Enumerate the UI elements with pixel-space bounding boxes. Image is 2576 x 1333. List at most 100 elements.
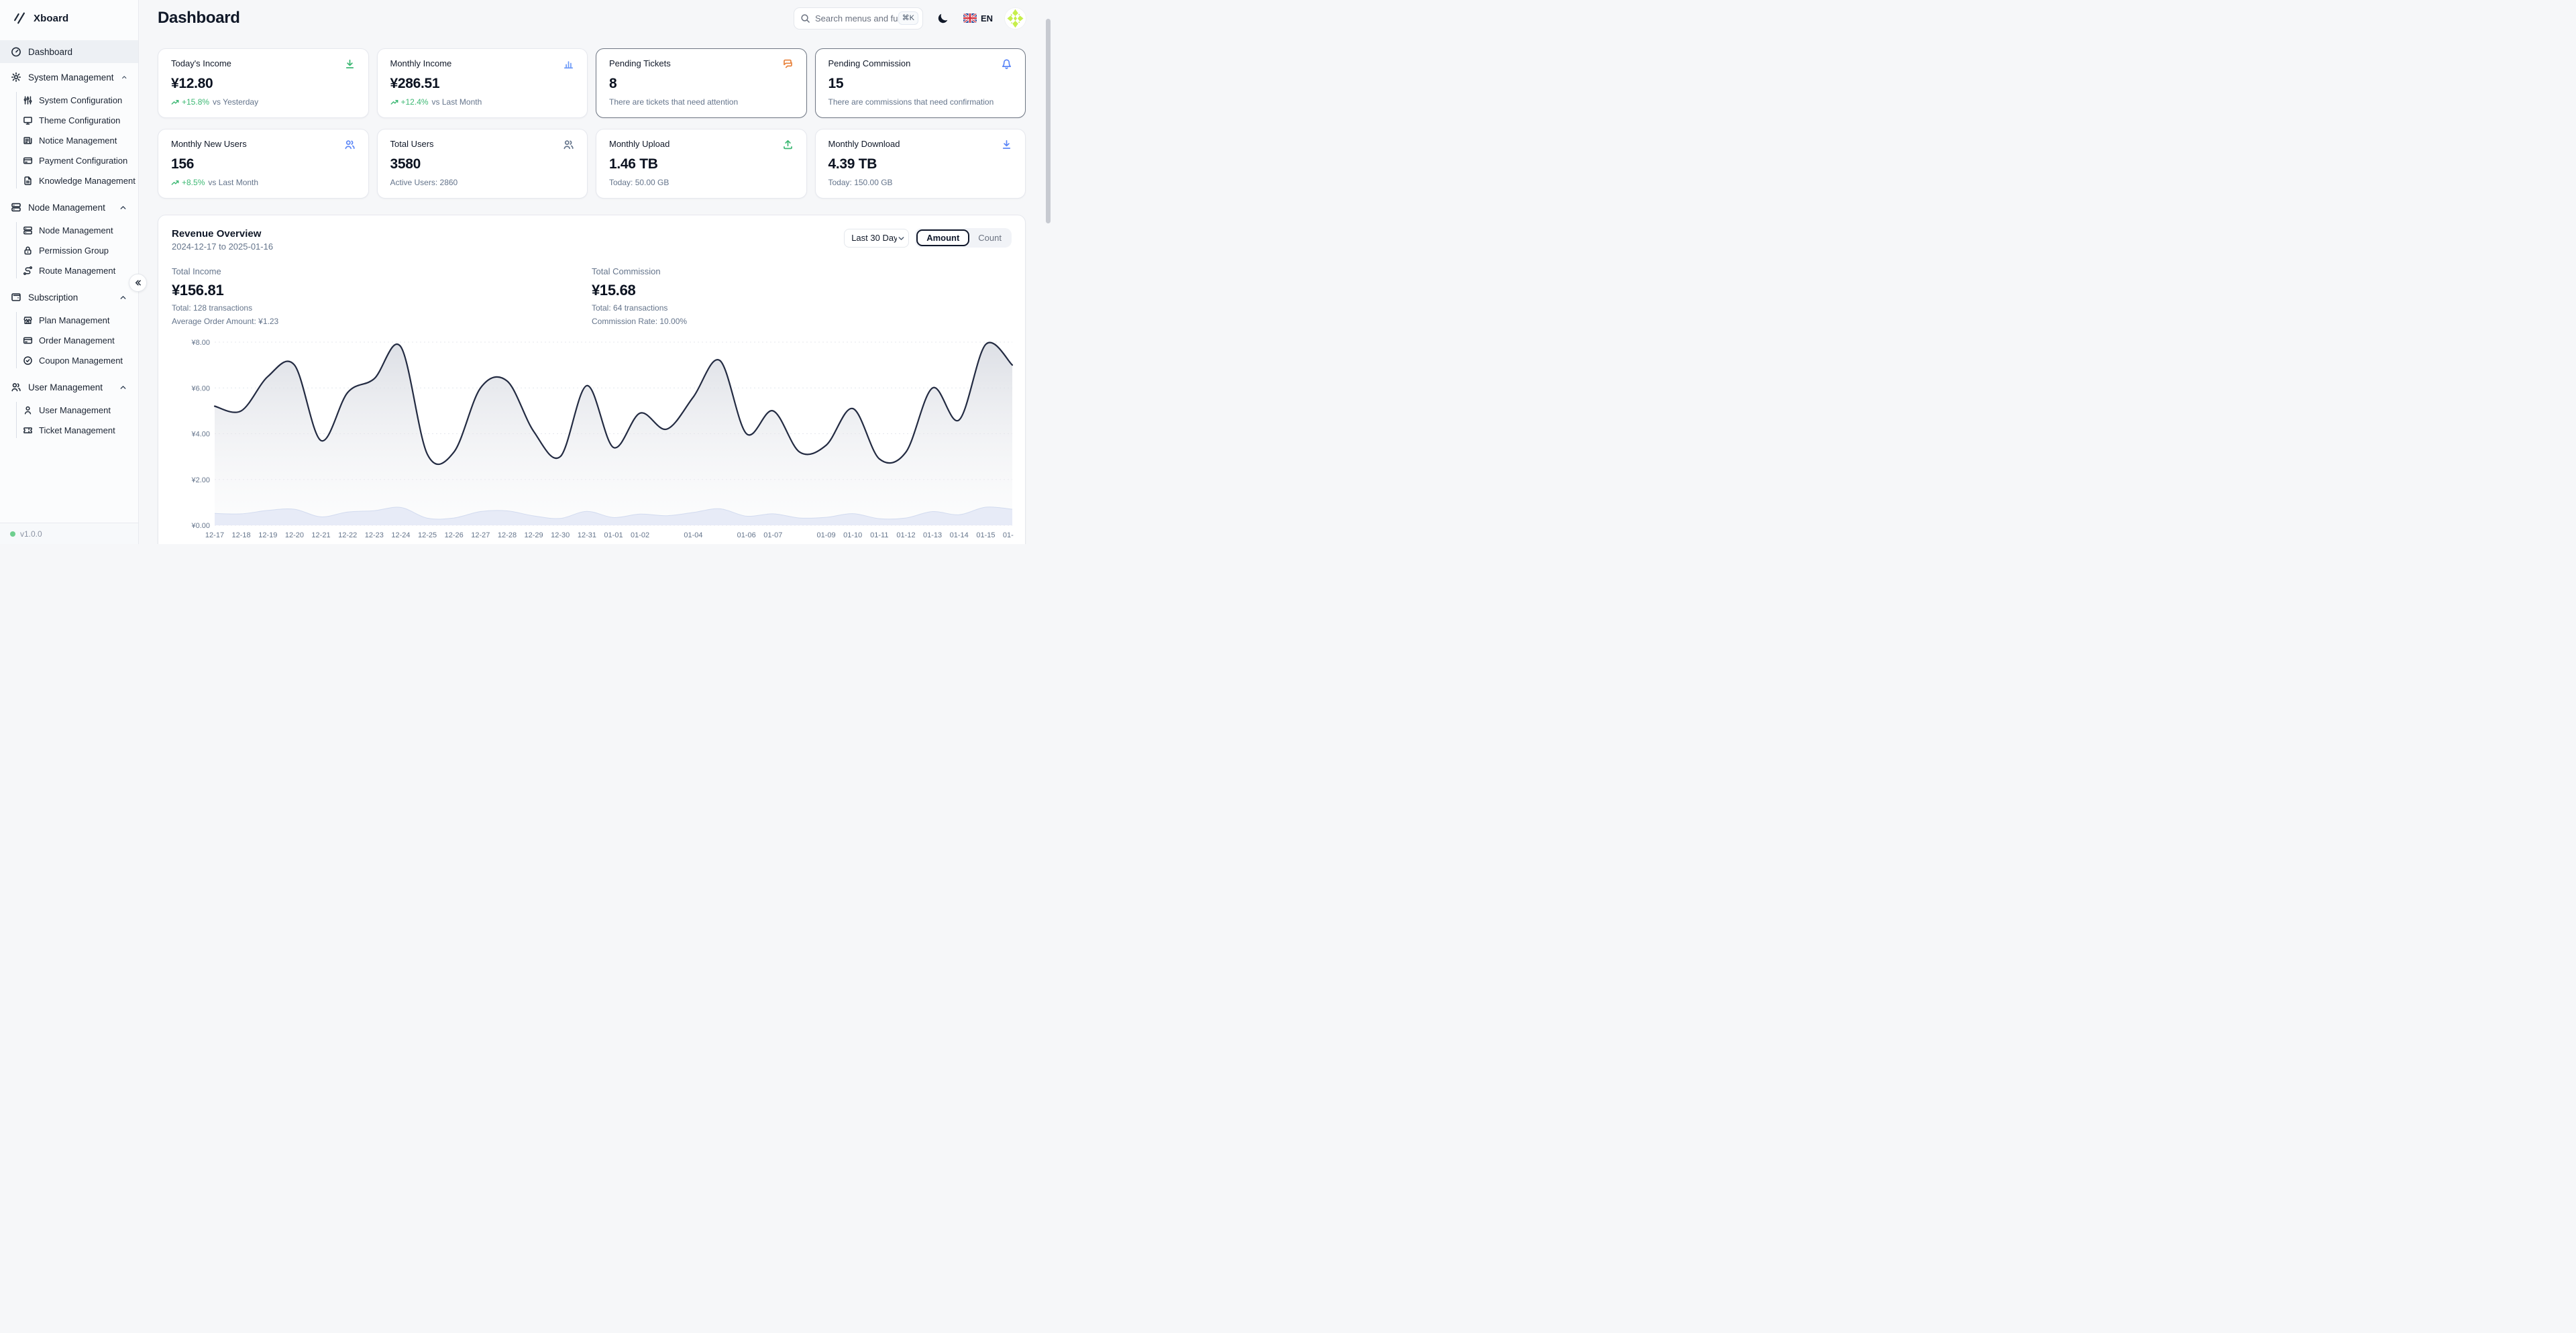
upload-icon — [782, 139, 794, 150]
sidebar-group-label: Node Management — [28, 202, 105, 213]
sidebar-item-route-management[interactable]: Route Management — [0, 260, 138, 280]
svg-text:12-17: 12-17 — [205, 531, 224, 539]
route-icon — [23, 266, 33, 276]
sidebar-item-system-configuration[interactable]: System Configuration — [0, 90, 138, 110]
count-button[interactable]: Count — [969, 231, 1010, 245]
svg-text:01-10: 01-10 — [843, 531, 862, 539]
revenue-header: Revenue Overview 2024-12-17 to 2025-01-1… — [172, 228, 1012, 252]
sidebar-collapse-button[interactable] — [129, 274, 147, 292]
sidebar-sublist: User Management Ticket Management — [0, 398, 138, 443]
revenue-stats: Total Income ¥156.81 Total: 128 transact… — [172, 266, 1012, 326]
chevron-down-icon — [897, 233, 906, 243]
total-commission-label: Total Commission — [592, 266, 661, 276]
stat-card-pending-tickets[interactable]: Pending Tickets 8 There are tickets that n… — [596, 48, 807, 118]
total-income-transactions: Total: 128 transactions — [172, 303, 253, 313]
stat-card-todays-income: Today's Income ¥12.80 +15.8% vs Yesterday — [158, 48, 369, 118]
file-icon — [23, 176, 33, 186]
card-value: 3580 — [390, 156, 421, 172]
scrollbar-thumb[interactable] — [1046, 19, 1051, 223]
sidebar-item-permission-group[interactable]: Permission Group — [0, 240, 138, 260]
card-value: 1.46 TB — [609, 156, 658, 172]
sidebar-item-knowledge-management[interactable]: Knowledge Management — [0, 170, 138, 191]
sidebar-item-ticket-management[interactable]: Ticket Management — [0, 420, 138, 440]
gauge-icon — [11, 46, 21, 57]
sidebar-item-label: Coupon Management — [39, 355, 123, 366]
users-icon — [563, 139, 574, 150]
revenue-chart: ¥0.00 ¥2.00 ¥4.00 ¥6.00 ¥8.00 12-17 12-18 12-19… — [172, 334, 1022, 544]
search-box: ⌘K — [793, 7, 923, 30]
sidebar-group-user-management[interactable]: User Management — [0, 376, 138, 398]
sidebar-sublist: System Configuration Theme Configuration N… — [0, 89, 138, 193]
sidebar-group-system-management[interactable]: System Management — [0, 66, 138, 89]
card-delta-text: vs Last Month — [431, 97, 482, 107]
card-subtitle: Today: 150.00 GB — [828, 178, 1013, 187]
card-title: Pending Tickets — [609, 58, 671, 68]
range-select[interactable]: Last 30 Days — [844, 228, 910, 248]
sidebar-group-node-management[interactable]: Node Management — [0, 196, 138, 219]
sidebar-item-label: Order Management — [39, 335, 115, 345]
svg-text:12-21: 12-21 — [311, 531, 330, 539]
shortcut-badge: ⌘K — [898, 11, 918, 25]
svg-text:12-31: 12-31 — [578, 531, 596, 539]
sidebar-item-coupon-management[interactable]: Coupon Management — [0, 350, 138, 370]
sidebar-group-subscription[interactable]: Subscription — [0, 286, 138, 309]
card-subtitle-text: Active Users: 2860 — [390, 178, 458, 187]
sidebar-item-theme-configuration[interactable]: Theme Configuration — [0, 110, 138, 130]
sidebar-item-plan-management[interactable]: Plan Management — [0, 310, 138, 330]
card-title: Today's Income — [171, 58, 231, 68]
stat-card-total-users: Total Users 3580 Active Users: 2860 — [376, 129, 588, 199]
sidebar-item-label: User Management — [39, 405, 111, 415]
svg-text:12-28: 12-28 — [498, 531, 517, 539]
svg-text:01-11: 01-11 — [870, 531, 888, 539]
theme-toggle-button[interactable] — [934, 9, 952, 27]
download-icon — [1001, 139, 1012, 150]
sidebar-sublist: Node Management Permission Group Route Man… — [0, 219, 138, 283]
sidebar-item-dashboard[interactable]: Dashboard — [0, 40, 138, 63]
svg-text:12-20: 12-20 — [285, 531, 304, 539]
svg-text:01-07: 01-07 — [763, 531, 782, 539]
svg-text:¥4.00: ¥4.00 — [191, 431, 210, 439]
sidebar-group-label: System Management — [28, 72, 114, 83]
user-avatar[interactable] — [1004, 7, 1026, 30]
server-icon — [23, 225, 33, 235]
logo: Xboard — [0, 0, 138, 36]
range-select-value: Last 30 Days — [851, 233, 903, 243]
sidebar-item-order-management[interactable]: Order Management — [0, 330, 138, 350]
sidebar-item-payment-configuration[interactable]: Payment Configuration — [0, 150, 138, 170]
total-commission-value: ¥15.68 — [592, 282, 636, 299]
trend-icon — [171, 98, 179, 106]
svg-text:12-24: 12-24 — [391, 531, 410, 539]
user-icon — [23, 405, 33, 415]
sidebar-item-label: Dashboard — [28, 46, 73, 57]
sidebar-item-notice-management[interactable]: Notice Management — [0, 130, 138, 150]
chevron-up-icon — [119, 383, 127, 392]
stat-card-pending-commission[interactable]: Pending Commission 15 There are commission… — [814, 48, 1026, 118]
svg-text:12-29: 12-29 — [525, 531, 543, 539]
commission-rate: Commission Rate: 10.00% — [592, 317, 688, 326]
card-delta: +8.5% — [182, 178, 205, 187]
bar-chart-icon — [563, 58, 574, 70]
language-switcher[interactable]: EN — [963, 13, 993, 23]
sidebar-item-user-management[interactable]: User Management — [0, 400, 138, 420]
content: Today's Income ¥12.80 +15.8% vs Yesterday Mo… — [139, 36, 1052, 544]
svg-text:¥6.00: ¥6.00 — [191, 384, 210, 392]
card-subtitle: +8.5% vs Last Month — [171, 178, 356, 187]
svg-text:01-01: 01-01 — [604, 531, 623, 539]
svg-text:01-14: 01-14 — [950, 531, 969, 539]
sidebar-item-node-management[interactable]: Node Management — [0, 220, 138, 240]
wallet-icon — [11, 292, 21, 303]
language-label: EN — [980, 13, 993, 23]
card-subtitle-text: There are tickets that need attention — [609, 97, 739, 107]
app-name: Xboard — [34, 12, 69, 24]
amount-button[interactable]: Amount — [916, 229, 970, 246]
card-value: ¥286.51 — [390, 76, 440, 91]
revenue-title: Revenue Overview — [172, 228, 262, 239]
lock-icon — [23, 246, 33, 256]
total-commission-transactions: Total: 64 transactions — [592, 303, 668, 313]
sidebar-nav: Dashboard System Management System Configu… — [0, 36, 138, 523]
card-subtitle-text: Today: 50.00 GB — [609, 178, 669, 187]
card-subtitle: Active Users: 2860 — [390, 178, 575, 187]
amount-count-toggle: Amount Count — [915, 228, 1012, 248]
sidebar-item-label: Ticket Management — [39, 425, 115, 435]
stat-card-monthly-download: Monthly Download 4.39 TB Today: 150.00 GB — [814, 129, 1026, 199]
